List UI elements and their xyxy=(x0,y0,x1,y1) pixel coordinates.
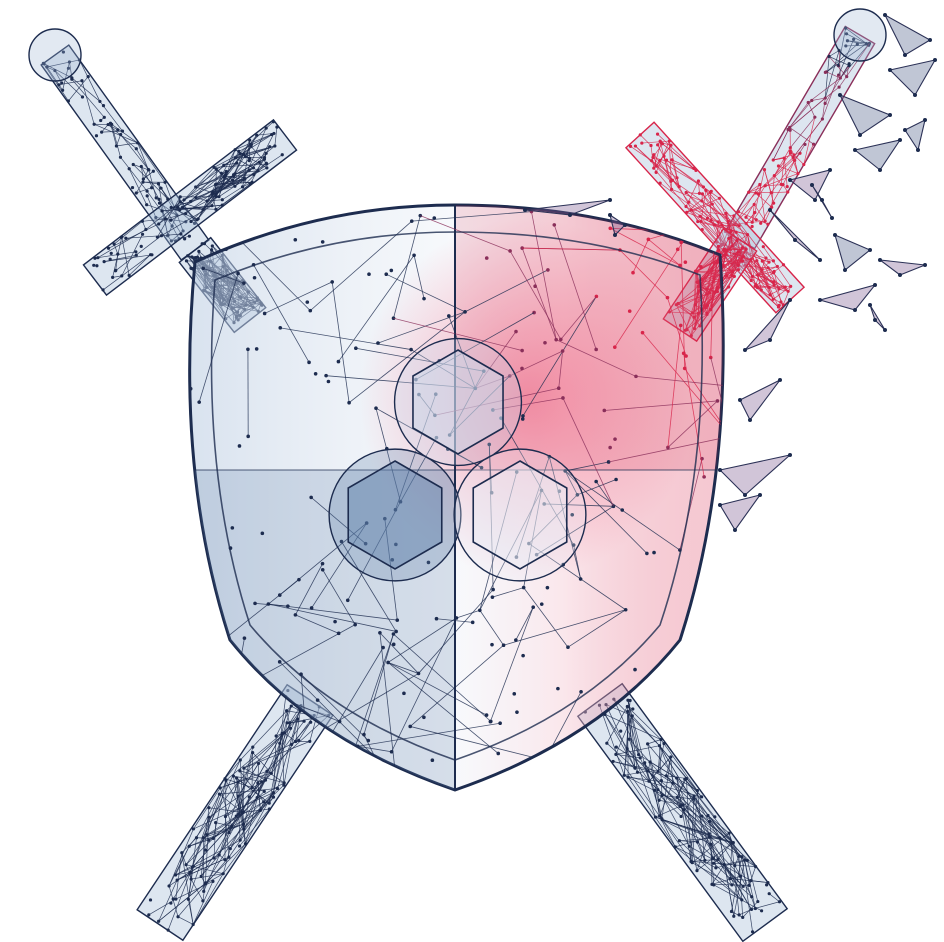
shield-icon xyxy=(188,203,725,792)
hexagon-cluster-icon xyxy=(328,337,587,582)
sword-icon xyxy=(624,8,887,343)
polygon-shard-icon xyxy=(523,13,937,532)
